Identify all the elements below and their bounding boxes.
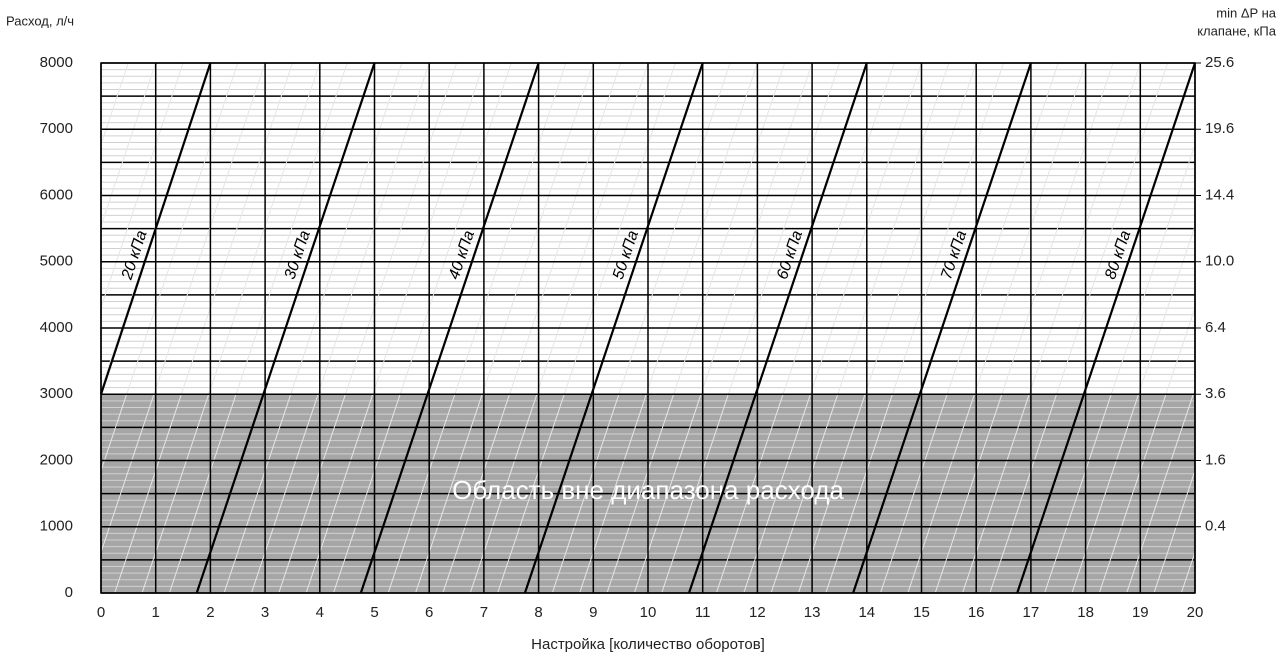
y2-tick-label: 25.6: [1205, 54, 1234, 71]
y-axis-label: Расход, л/ч: [6, 13, 74, 28]
x-tick-label: 0: [97, 604, 105, 621]
y2-tick-label: 0.4: [1205, 518, 1226, 535]
x-tick-label: 6: [425, 604, 433, 621]
pressure-line: [523, 62, 704, 594]
x-tick-label: 8: [534, 604, 542, 621]
y2-tick-label: 10.0: [1205, 253, 1234, 270]
x-tick-label: 7: [480, 604, 488, 621]
y2-tick-label: 14.4: [1205, 186, 1234, 203]
y-tick-label: 6000: [40, 186, 73, 203]
pressure-line: [687, 62, 868, 594]
x-tick-label: 17: [1023, 604, 1040, 621]
y-tick-label: 8000: [40, 54, 73, 71]
guide-line: [1126, 387, 1195, 593]
x-tick-label: 11: [695, 604, 711, 621]
x-tick-label: 13: [804, 604, 821, 621]
pressure-line: [195, 62, 376, 594]
y-tick-label: 3000: [40, 385, 73, 402]
guide-line: [101, 63, 157, 228]
guide-line: [101, 63, 184, 310]
x-tick-label: 4: [316, 604, 324, 621]
x-tick-label: 15: [913, 604, 930, 621]
y2-tick-label: 1.6: [1205, 451, 1226, 468]
pressure-line: [1016, 62, 1197, 594]
y-tick-label: 1000: [40, 518, 73, 535]
x-tick-label: 9: [589, 604, 597, 621]
pressure-line: [99, 62, 212, 395]
y2-axis-label: min ΔP на: [1216, 5, 1276, 20]
pressure-line: [359, 62, 540, 594]
y-tick-label: 5000: [40, 253, 73, 270]
guide-line: [0, 63, 19, 593]
x-tick-label: 5: [370, 604, 378, 621]
x-tick-label: 3: [261, 604, 269, 621]
x-tick-label: 18: [1077, 604, 1094, 621]
x-tick-label: 2: [206, 604, 214, 621]
x-tick-label: 1: [152, 604, 160, 621]
x-tick-label: 19: [1132, 604, 1149, 621]
x-tick-label: 12: [749, 604, 766, 621]
x-tick-label: 10: [640, 604, 657, 621]
y2-tick-label: 19.6: [1205, 120, 1234, 137]
guide-line: [1153, 469, 1195, 593]
x-tick-label: 16: [968, 604, 985, 621]
plot-frame: [100, 62, 1196, 594]
y-tick-label: 2000: [40, 451, 73, 468]
y2-axis-label: клапане, кПа: [1197, 23, 1277, 38]
y-tick-label: 7000: [40, 120, 73, 137]
pressure-line: [852, 62, 1032, 594]
y2-tick-label: 6.4: [1205, 319, 1226, 336]
region-label: Область вне диапазона расхода: [452, 475, 844, 505]
x-axis-label: Настройка [количество оборотов]: [531, 636, 765, 653]
x-tick-label: 20: [1187, 604, 1204, 621]
y2-tick-label: 3.6: [1205, 385, 1226, 402]
y-tick-label: 0: [65, 584, 73, 601]
y-tick-label: 4000: [40, 319, 73, 336]
x-tick-label: 14: [858, 604, 875, 621]
